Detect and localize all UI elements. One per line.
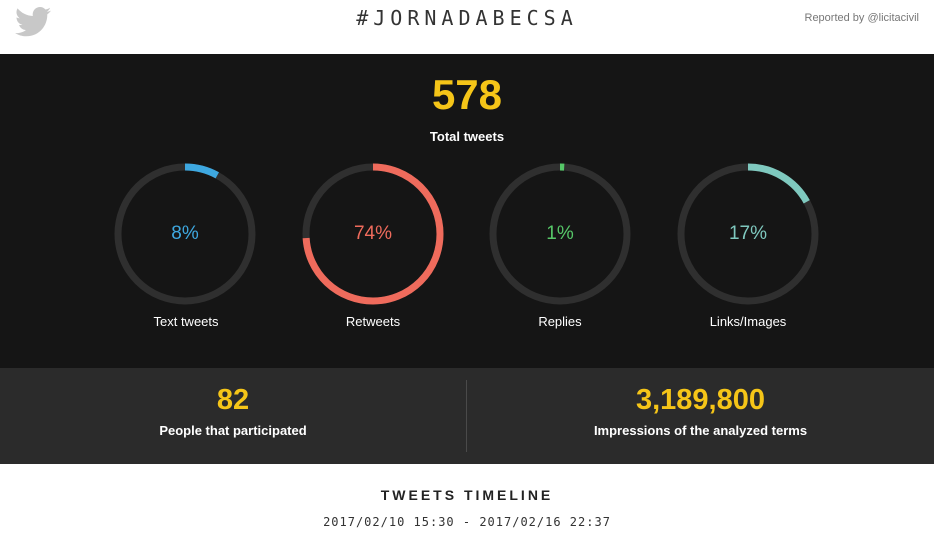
- gauge-ring: [302, 163, 444, 305]
- gauge-percent: 8%: [171, 223, 199, 244]
- gauge-arc: [677, 163, 819, 305]
- gauge-label-links-images: Links/Images: [709, 314, 787, 329]
- participants-value: 82: [216, 384, 250, 416]
- twitter-bird-icon: [15, 7, 51, 37]
- gauge-ring: [677, 163, 819, 305]
- gauge-arc: [114, 163, 256, 305]
- hashtag-title: #JORNADABECSA: [356, 6, 578, 30]
- stats-panel: 82 People that participated 3,189,800 Im…: [0, 368, 934, 464]
- gauge-replies: 1%: [487, 161, 633, 307]
- gauge-arc: [489, 163, 631, 305]
- top-bar: #JORNADABECSA Reported by @licitacivil: [0, 0, 934, 54]
- gauge-label-replies: Replies: [538, 314, 582, 329]
- participants-label: People that participated: [159, 423, 307, 438]
- gauge-percent: 1%: [546, 223, 574, 244]
- gauge-percent: 17%: [728, 223, 768, 244]
- gauge-links-images: 17%: [675, 161, 821, 307]
- gauge-ring: [489, 163, 631, 305]
- gauge-label-retweets: Retweets: [345, 314, 401, 329]
- timeline-title: TWEETS TIMELINE: [380, 487, 554, 503]
- participants-stat: 82 People that participated: [0, 368, 466, 464]
- gauge-label-text-tweets: Text tweets: [153, 314, 219, 329]
- impressions-label: Impressions of the analyzed terms: [593, 423, 808, 438]
- gauge-arc: [302, 163, 444, 305]
- header-notch: [459, 46, 475, 54]
- total-tweets-label: Total tweets: [429, 129, 505, 144]
- reported-by-link[interactable]: Reported by @licitacivil: [804, 12, 920, 24]
- timeline-date-range: 2017/02/10 15:30 - 2017/02/16 22:37: [323, 515, 611, 529]
- tweets-summary-panel: 578 Total tweets 8% Text tweets 74% Retw…: [0, 54, 934, 368]
- total-tweets-value: 578: [431, 71, 503, 118]
- gauge-retweets: 74%: [300, 161, 446, 307]
- gauge-text-tweets: 8%: [112, 161, 258, 307]
- gauge-percent: 74%: [353, 223, 393, 244]
- gauge-ring: [114, 163, 256, 305]
- impressions-stat: 3,189,800 Impressions of the analyzed te…: [467, 368, 934, 464]
- stats-divider: [466, 380, 467, 452]
- impressions-value: 3,189,800: [635, 384, 765, 416]
